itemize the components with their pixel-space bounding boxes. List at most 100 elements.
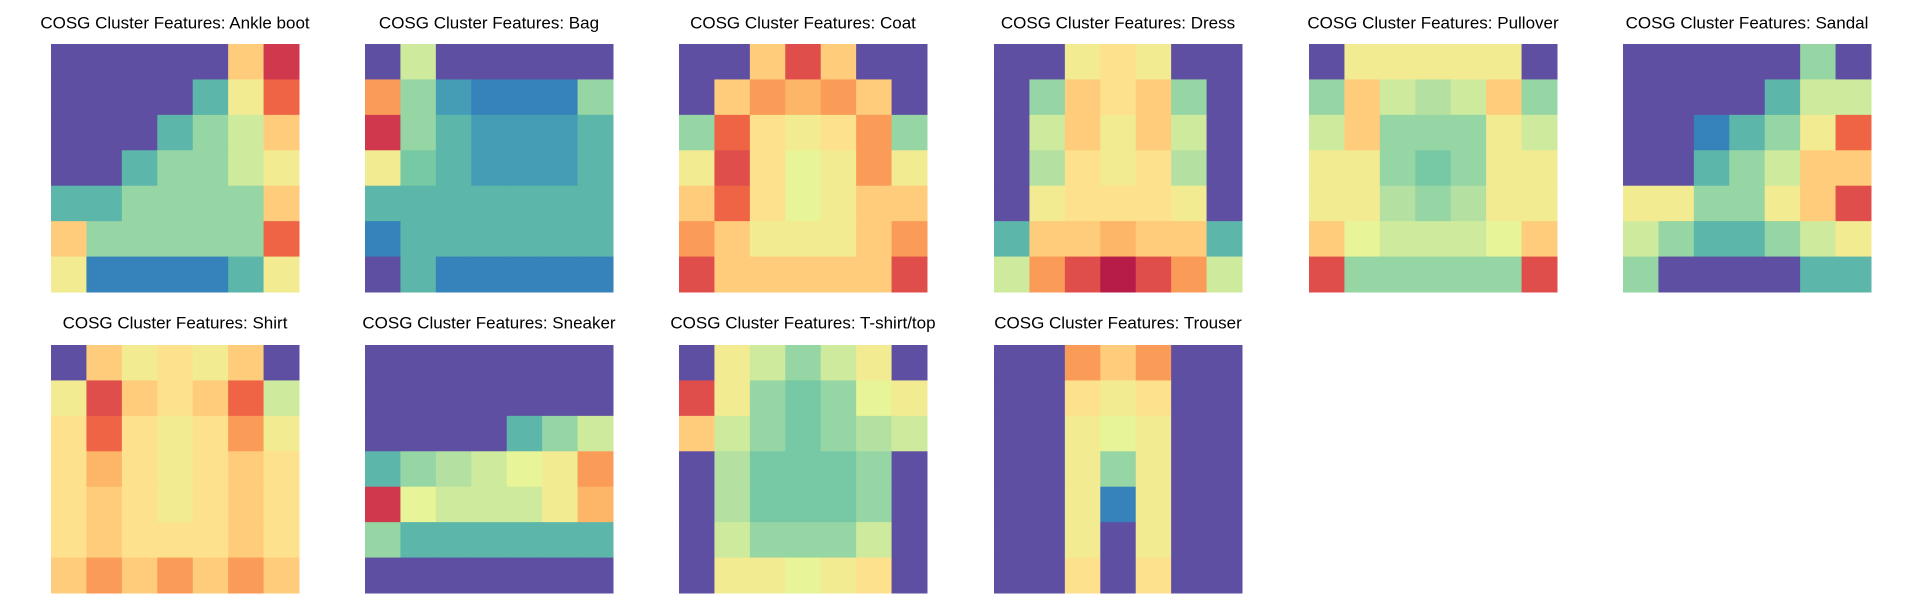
- heatmap-cell: [542, 522, 579, 559]
- heatmap-cell: [435, 150, 472, 187]
- heatmap-cell: [1658, 150, 1695, 187]
- heatmap-cell: [435, 486, 472, 523]
- heatmap-cell: [400, 79, 437, 116]
- heatmap-cell: [542, 256, 579, 293]
- heatmap-cell: [228, 221, 265, 258]
- heatmap-cell: [1729, 256, 1766, 293]
- heatmap-cell: [679, 256, 715, 293]
- heatmap-cell: [435, 114, 472, 151]
- heatmap-cell: [1344, 221, 1381, 258]
- heatmap-cell: [1135, 150, 1172, 187]
- heatmap-cell: [714, 79, 751, 116]
- panel: COSG Cluster Features: Sneaker: [362, 313, 616, 594]
- heatmap-cell: [1800, 44, 1837, 80]
- heatmap-cell: [157, 185, 194, 222]
- heatmap-cell: [1029, 380, 1066, 417]
- heatmap-cell: [856, 79, 893, 116]
- panel-title: COSG Cluster Features: Pullover: [1307, 13, 1559, 32]
- panel-title: COSG Cluster Features: Bag: [379, 13, 599, 32]
- heatmap-cell: [1835, 44, 1872, 80]
- heatmap-cell: [86, 557, 123, 594]
- heatmap-cell: [1171, 557, 1208, 594]
- heatmap-cell: [714, 380, 751, 417]
- heatmap-cell: [994, 150, 1030, 187]
- heatmap-cell: [1344, 79, 1381, 116]
- heatmap-cell: [192, 44, 229, 80]
- heatmap-cell: [749, 345, 786, 381]
- heatmap-cell: [749, 185, 786, 222]
- panel: COSG Cluster Features: Pullover: [1307, 13, 1559, 293]
- heatmap-cell: [1100, 486, 1137, 523]
- heatmap-cell: [542, 345, 579, 381]
- heatmap-cell: [679, 451, 715, 488]
- panel-title: COSG Cluster Features: Trouser: [994, 313, 1242, 332]
- heatmap-cell: [1100, 256, 1137, 293]
- heatmap-cell: [228, 44, 265, 80]
- heatmap-cell: [1344, 114, 1381, 151]
- heatmap-cell: [820, 79, 857, 116]
- heatmap-cell: [1171, 522, 1208, 559]
- heatmap-cell: [1800, 256, 1837, 293]
- heatmap-cell: [994, 522, 1030, 559]
- heatmap-cell: [506, 150, 543, 187]
- heatmap-cell: [856, 345, 893, 381]
- heatmap-cell: [1029, 557, 1066, 594]
- heatmap-cell: [1623, 256, 1659, 293]
- heatmap-cell: [577, 486, 614, 523]
- panel: COSG Cluster Features: Sandal: [1623, 13, 1872, 293]
- heatmap-cell: [51, 486, 87, 523]
- heatmap-cell: [577, 44, 614, 80]
- panel-title: COSG Cluster Features: Sandal: [1626, 13, 1869, 32]
- heatmap-cell: [51, 221, 87, 258]
- heatmap-cell: [820, 150, 857, 187]
- panel: COSG Cluster Features: T-shirt/top: [670, 313, 936, 594]
- heatmap-cell: [856, 256, 893, 293]
- heatmap-cell: [86, 44, 123, 80]
- heatmap-cell: [1309, 185, 1345, 222]
- panel-title: COSG Cluster Features: T-shirt/top: [670, 313, 935, 332]
- heatmap-cell: [121, 150, 158, 187]
- heatmap-cell: [1206, 114, 1243, 151]
- heatmap-cell: [1064, 79, 1101, 116]
- heatmap-cell: [1064, 44, 1101, 80]
- heatmap-cell: [192, 79, 229, 116]
- heatmap-cell: [577, 221, 614, 258]
- heatmap-cell: [192, 415, 229, 452]
- heatmap-cell: [856, 185, 893, 222]
- heatmap-cell: [86, 221, 123, 258]
- heatmap-cell: [1100, 221, 1137, 258]
- heatmap-cell: [263, 415, 300, 452]
- panel-title: COSG Cluster Features: Coat: [690, 13, 916, 32]
- heatmap-cell: [679, 44, 715, 80]
- heatmap-cell: [157, 380, 194, 417]
- heatmap-cell: [1693, 114, 1730, 151]
- heatmap-cell: [1309, 150, 1345, 187]
- heatmap-cell: [471, 221, 508, 258]
- heatmap-cell: [1171, 345, 1208, 381]
- heatmap-cell: [714, 44, 751, 80]
- heatmap-cell: [365, 150, 401, 187]
- heatmap-cell: [1100, 345, 1137, 381]
- heatmap-cell: [1064, 256, 1101, 293]
- heatmap-cell: [1450, 114, 1487, 151]
- heatmap-cell: [192, 557, 229, 594]
- heatmap-cell: [577, 256, 614, 293]
- heatmap-cell: [1206, 221, 1243, 258]
- heatmap-cell: [51, 557, 87, 594]
- heatmap-cell: [263, 256, 300, 293]
- heatmap-cell: [86, 380, 123, 417]
- heatmap-cell: [1623, 44, 1659, 80]
- heatmap-cell: [1344, 44, 1381, 80]
- heatmap-cell: [1379, 185, 1416, 222]
- heatmap-cell: [577, 557, 614, 594]
- heatmap-cell: [785, 150, 822, 187]
- heatmap-cell: [785, 557, 822, 594]
- heatmap-cell: [749, 415, 786, 452]
- heatmap-cell: [1729, 221, 1766, 258]
- heatmap-cell: [121, 256, 158, 293]
- heatmap-cell: [749, 150, 786, 187]
- heatmap-cell: [542, 415, 579, 452]
- heatmap-cell: [435, 256, 472, 293]
- heatmap-cell: [749, 256, 786, 293]
- heatmap-cell: [51, 415, 87, 452]
